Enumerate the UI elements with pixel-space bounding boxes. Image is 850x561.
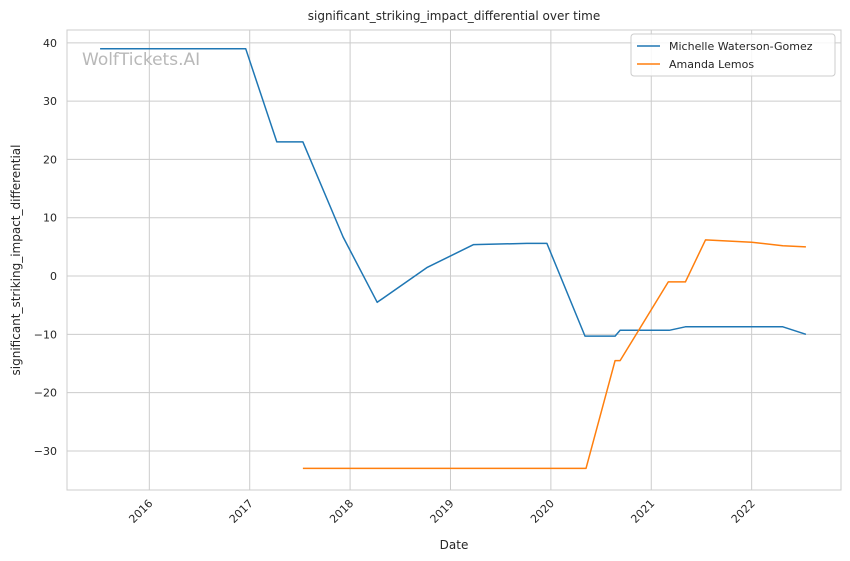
legend-label-amanda: Amanda Lemos bbox=[669, 58, 754, 71]
y-tick-label: −30 bbox=[34, 445, 57, 458]
x-tick-label: 2017 bbox=[227, 497, 256, 526]
x-tick-label: 2016 bbox=[126, 497, 155, 526]
y-tick-label: 0 bbox=[50, 270, 57, 283]
y-tick-label: 10 bbox=[43, 212, 57, 225]
y-tick-label: 30 bbox=[43, 95, 57, 108]
series-line-0 bbox=[100, 47, 807, 337]
x-tick-label: 2020 bbox=[528, 497, 557, 526]
y-tick-label: 20 bbox=[43, 153, 57, 166]
y-axis-label: significant_striking_impact_differential bbox=[9, 145, 23, 376]
y-tick-label: −20 bbox=[34, 387, 57, 400]
x-tick-label: 2021 bbox=[628, 497, 657, 526]
y-tick-label: 40 bbox=[43, 37, 57, 50]
chart-title: significant_striking_impact_differential… bbox=[308, 9, 600, 23]
plot-area-border bbox=[66, 29, 842, 491]
series-line-1 bbox=[302, 239, 806, 470]
legend-label-michelle: Michelle Waterson-Gomez bbox=[669, 40, 813, 53]
x-tick-label: 2018 bbox=[327, 497, 356, 526]
legend: Michelle Waterson-Gomez Amanda Lemos bbox=[630, 33, 836, 77]
watermark: WolfTickets.AI bbox=[82, 50, 200, 70]
x-tick-label: 2022 bbox=[729, 497, 758, 526]
x-axis-label: Date bbox=[440, 538, 469, 552]
x-tick-label: 2019 bbox=[428, 497, 457, 526]
grid bbox=[67, 30, 841, 490]
y-tick-label: −10 bbox=[34, 328, 57, 341]
